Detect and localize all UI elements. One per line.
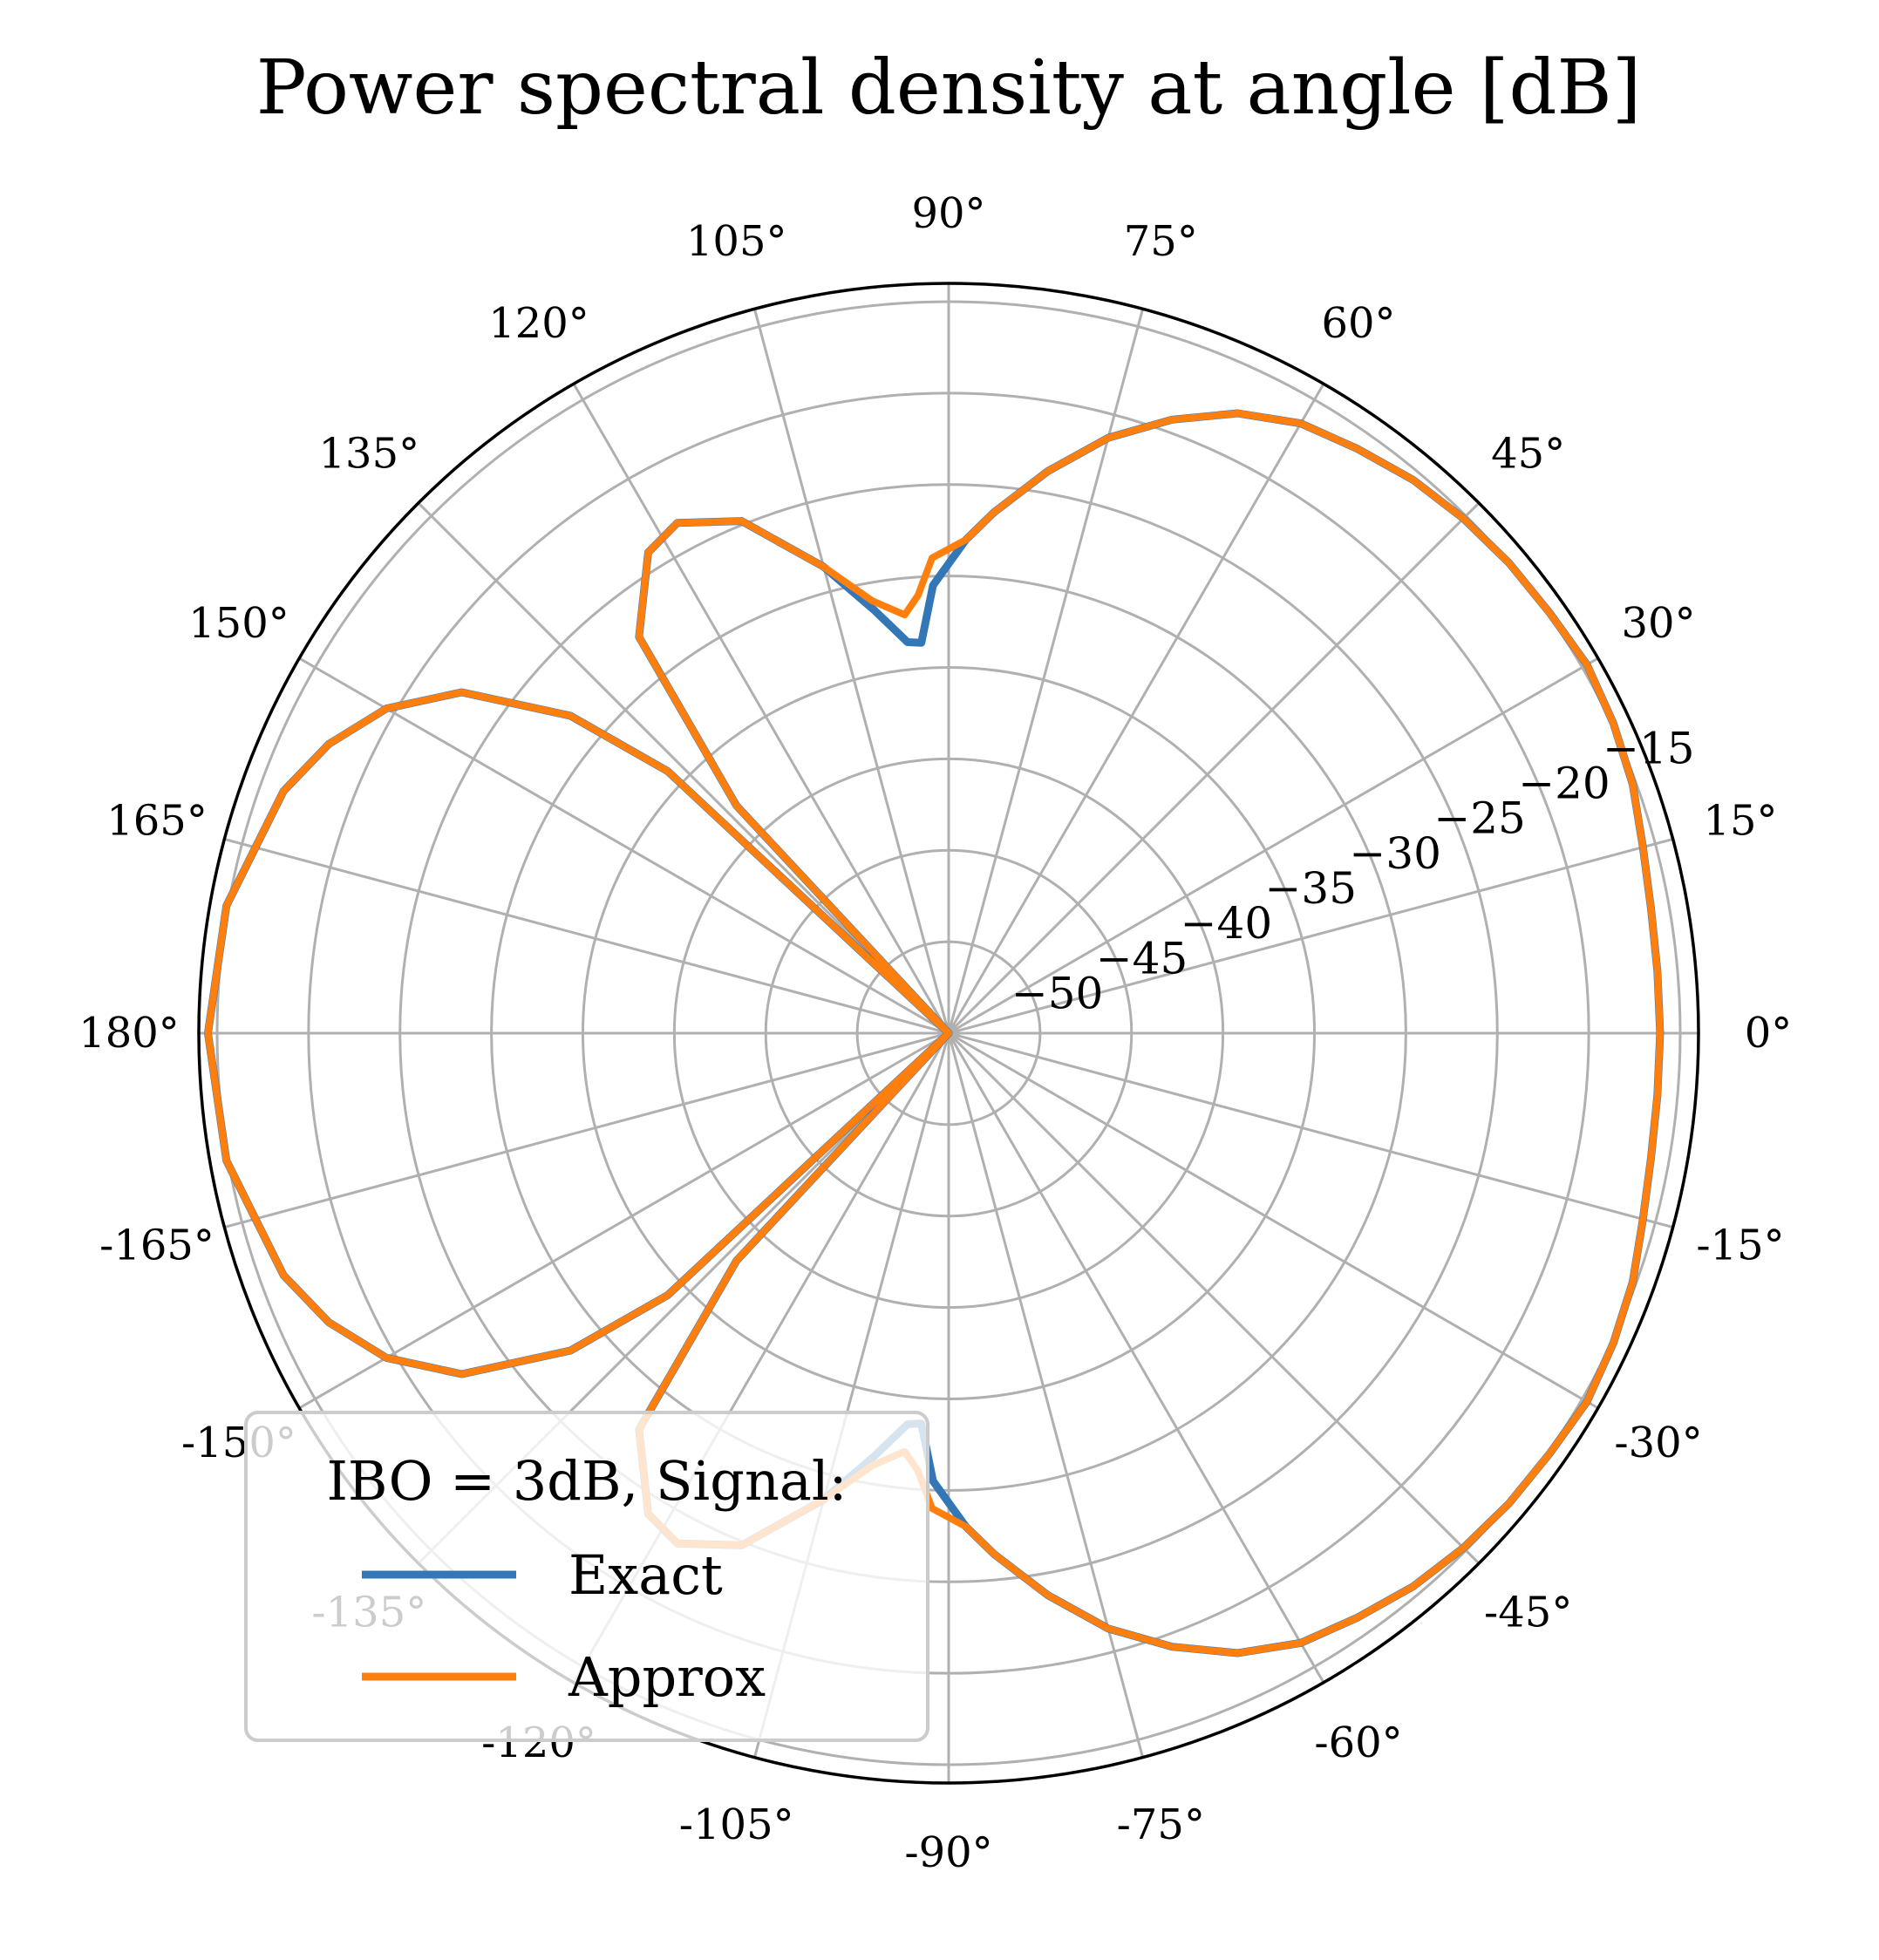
legend-title: IBO = 3dB, Signal: xyxy=(326,1449,847,1513)
grid-spoke xyxy=(948,837,1674,1035)
angle-tick-label: -105° xyxy=(679,1800,794,1849)
angle-tick-label: -15° xyxy=(1696,1221,1784,1269)
polar-grid xyxy=(199,283,1699,1783)
polar-outer-frame xyxy=(197,282,1700,1785)
grid-spoke xyxy=(298,1031,950,1410)
angle-tick-label: -60° xyxy=(1314,1718,1402,1767)
grid-spoke xyxy=(948,657,1599,1035)
legend: IBO = 3dB, Signal: Exact Approx xyxy=(244,1411,929,1742)
angle-tick-label: 75° xyxy=(1124,217,1198,266)
polar-frame xyxy=(197,282,1700,1785)
chart-title: Power spectral density at angle [dB] xyxy=(256,44,1642,132)
grid-spoke xyxy=(947,501,1481,1035)
angle-tick-label: -165° xyxy=(99,1221,214,1269)
radial-tick-label: −50 xyxy=(1011,968,1104,1018)
radial-tick-labels: −50−45−40−35−30−25−20−15 xyxy=(1011,723,1695,1018)
grid-spoke xyxy=(752,308,950,1034)
grid-spoke xyxy=(947,1031,1481,1565)
legend-box xyxy=(244,1411,929,1742)
angle-tick-label: 165° xyxy=(106,797,208,846)
grid-spoke xyxy=(947,1032,1325,1684)
angle-tick-label: -45° xyxy=(1484,1589,1572,1637)
radial-tick-label: −35 xyxy=(1265,863,1358,914)
legend-label-exact: Exact xyxy=(568,1543,723,1607)
angle-tick-label: 60° xyxy=(1321,299,1395,348)
angle-tick-label: 135° xyxy=(319,429,420,478)
angle-tick-label: 45° xyxy=(1491,429,1565,478)
grid-spoke xyxy=(947,1032,1145,1759)
angle-tick-label: 30° xyxy=(1622,599,1696,648)
angle-tick-label: 120° xyxy=(488,299,589,348)
angle-tick-label: -90° xyxy=(904,1828,992,1877)
grid-spoke xyxy=(948,1031,1599,1410)
radial-tick-label: −15 xyxy=(1603,723,1695,773)
angle-tick-label: 0° xyxy=(1745,1009,1793,1058)
radial-tick-label: −20 xyxy=(1518,759,1610,809)
radial-tick-label: −25 xyxy=(1433,793,1526,844)
angle-tick-label: 90° xyxy=(911,189,985,238)
radial-tick-label: −45 xyxy=(1096,933,1188,983)
angle-tick-label: -30° xyxy=(1614,1419,1702,1467)
grid-spoke xyxy=(417,501,950,1035)
grid-spoke xyxy=(572,383,950,1034)
radial-tick-label: −30 xyxy=(1349,828,1441,879)
grid-spoke xyxy=(948,1031,1674,1229)
grid-spoke xyxy=(298,657,950,1035)
grid-spoke xyxy=(947,383,1325,1034)
grid-spoke xyxy=(947,308,1145,1034)
legend-label-approx: Approx xyxy=(568,1645,766,1709)
grid-spoke xyxy=(223,1031,950,1229)
angle-tick-label: 180° xyxy=(78,1009,180,1058)
angle-tick-label: -75° xyxy=(1117,1800,1205,1849)
angle-tick-label: 105° xyxy=(686,217,787,266)
grid-spoke xyxy=(223,837,950,1035)
angle-tick-label: 150° xyxy=(188,599,289,648)
angle-tick-label: 15° xyxy=(1703,797,1777,846)
radial-tick-label: −40 xyxy=(1181,898,1273,949)
